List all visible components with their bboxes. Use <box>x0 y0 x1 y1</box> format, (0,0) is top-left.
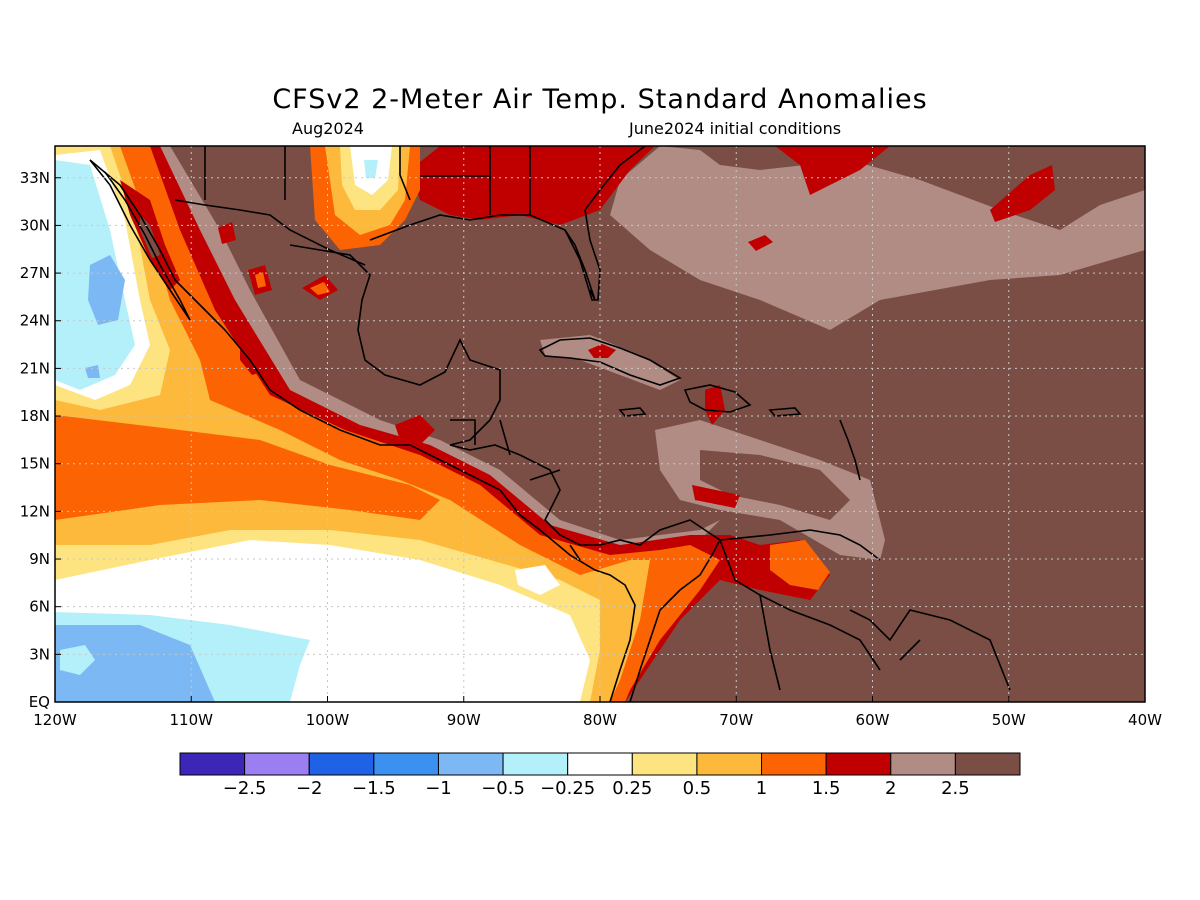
anomaly-pacific-blue-s <box>55 625 215 702</box>
colorbar-tick-label: −1 <box>425 778 452 799</box>
anomaly-pacific-blue-n2 <box>85 365 100 378</box>
coast-south-america <box>629 539 721 702</box>
colorbar-swatch <box>502 752 569 776</box>
border-south-america <box>719 539 1011 691</box>
anomaly-region-venez-red <box>692 485 740 508</box>
anomaly-us-lightblue <box>364 160 378 178</box>
coast-cuba <box>538 337 682 386</box>
anomaly-region-red-atl2 <box>990 165 1055 222</box>
coast-central-america-carib <box>449 444 881 561</box>
lon-tick-label: 90W <box>447 711 481 729</box>
lon-tick-label: 40W <box>1128 711 1162 729</box>
colorbar-tick-label: 0.25 <box>612 778 652 799</box>
colorbar-swatch <box>179 752 246 776</box>
colorbar-tick-label: 2 <box>885 778 896 799</box>
valid-month-label: Aug2024 <box>292 119 364 138</box>
lat-tick-label: 3N <box>29 645 50 663</box>
coastlines <box>89 146 1011 702</box>
coast-gulf-mexico <box>289 244 501 446</box>
map-title: CFSv2 2-Meter Air Temp. Standard Anomali… <box>272 84 928 115</box>
lat-tick-label: 30N <box>20 216 50 234</box>
anomaly-pacific-blue-n <box>88 255 125 325</box>
lat-axis-labels: EQ 3N 6N 9N 12N 15N 18N 21N 24N 27N 30N 33N <box>20 169 61 711</box>
anomaly-us-red <box>410 146 655 225</box>
colorbar-swatch <box>437 752 504 776</box>
lat-tick-label: 24N <box>20 312 50 330</box>
colorbar-tick-label: −0.5 <box>481 778 525 799</box>
colorbar-tick-label: 1 <box>756 778 767 799</box>
anomaly-ca-spot <box>395 415 435 445</box>
graticule <box>55 146 1145 702</box>
anomaly-mex-spot3o <box>310 282 330 295</box>
coast-florida <box>564 146 646 301</box>
anomaly-mex-spot4 <box>240 340 268 375</box>
coast-puerto-rico <box>768 407 802 417</box>
colorbar-tick-label: 2.5 <box>941 778 970 799</box>
colorbar-swatch <box>954 752 1021 776</box>
coast-hispaniola <box>683 384 752 413</box>
anomaly-pacific-lightblue-inner <box>60 645 95 675</box>
lat-tick-label: 15N <box>20 455 50 473</box>
colorbar-tick-label: 0.5 <box>683 778 712 799</box>
anomaly-mex-spot2o <box>255 272 266 288</box>
colorbar-tick-label: −2.5 <box>223 778 267 799</box>
lat-tick-label: EQ <box>29 693 50 711</box>
colorbar-swatch <box>631 752 698 776</box>
anomaly-region-carib-inner <box>700 450 850 520</box>
anomaly-pacific-orange-east <box>770 540 830 590</box>
lat-tick-label: 6N <box>29 598 50 616</box>
colorbar-swatch <box>696 752 763 776</box>
coast-jamaica <box>618 407 647 417</box>
lat-tick-label: 12N <box>20 502 50 520</box>
anomaly-pacific-neutral-blob <box>515 565 560 595</box>
lon-tick-label: 120W <box>33 711 77 729</box>
border-central-america <box>450 419 581 561</box>
lon-tick-label: 100W <box>306 711 350 729</box>
lat-tick-label: 33N <box>20 169 50 187</box>
coast-pacific-mexico <box>89 159 636 702</box>
lon-tick-label: 60W <box>856 711 890 729</box>
anomaly-region-cuba <box>540 335 680 390</box>
border-us-mexico <box>174 199 366 266</box>
anomaly-region-cuba-red <box>588 344 616 358</box>
colorbar-swatch <box>308 752 375 776</box>
lon-tick-label: 70W <box>719 711 753 729</box>
colorbar-swatch <box>825 752 892 776</box>
colorbar-swatch <box>761 752 827 776</box>
lon-axis-labels: 120W 110W 100W 90W 80W 70W 60W 50W 40W <box>33 696 1162 729</box>
coast-baja <box>89 159 191 321</box>
lon-tick-label: 110W <box>170 711 214 729</box>
anomaly-region-red-atl3 <box>748 235 773 251</box>
colorbar-tick-label: −2 <box>296 778 323 799</box>
lon-tick-label: 50W <box>992 711 1026 729</box>
coast-lesser-antilles <box>839 419 861 481</box>
anomaly-pacific-orange-band <box>55 415 440 520</box>
lon-tick-label: 80W <box>583 711 617 729</box>
anomaly-mex-spot1 <box>218 222 236 244</box>
lat-tick-label: 21N <box>20 359 50 377</box>
lat-tick-label: 27N <box>20 264 50 282</box>
border-us-states <box>204 146 531 215</box>
anomaly-region-hisp <box>705 385 725 425</box>
colorbar-swatch <box>890 752 956 776</box>
lat-tick-label: 9N <box>29 550 50 568</box>
colorbar-tick-label: −1.5 <box>352 778 396 799</box>
colorbar-swatch <box>567 752 633 776</box>
colorbar-swatch <box>244 752 310 776</box>
colorbar-tick-label: −0.25 <box>540 778 595 799</box>
colorbar: −2.5 −2 −1.5 −1 −0.5 −0.25 0.25 0.5 1 1.5 2 2.5 <box>179 752 1021 799</box>
init-conditions-label: June2024 initial conditions <box>629 119 842 138</box>
lat-tick-label: 18N <box>20 407 50 425</box>
colorbar-tick-label: 1.5 <box>812 778 841 799</box>
colorbar-swatch <box>373 752 439 776</box>
anomaly-region-red-atl1 <box>775 146 890 195</box>
